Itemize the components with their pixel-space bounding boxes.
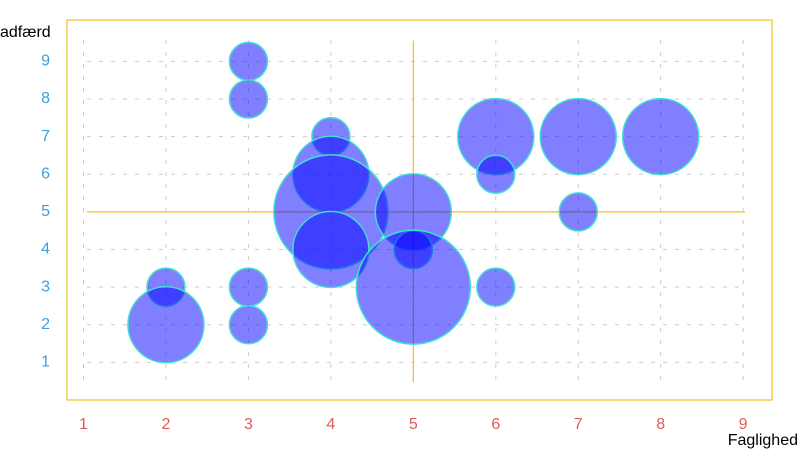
bubble [476,154,516,195]
bubble [228,267,269,307]
plot-frame [66,19,773,401]
x-tick-label: 2 [161,416,170,433]
y-axis-label: adfærd [0,24,51,41]
bubble [621,97,700,176]
bubble [228,305,269,345]
y-tick-label: 6 [41,165,50,182]
bubble [228,41,269,82]
bubble [228,79,269,119]
x-tick-label: 7 [574,416,583,433]
bubble [558,192,598,232]
y-tick-label: 7 [41,128,50,145]
x-tick-label: 1 [79,416,88,433]
bubble [355,229,472,345]
y-tick-label: 1 [41,354,50,371]
bubble [539,97,617,176]
bubble [127,286,205,364]
x-tick-label: 5 [409,416,418,433]
bubble [292,210,370,289]
x-axis-label: Faglighed [728,432,798,449]
y-tick-label: 5 [41,203,50,220]
y-tick-label: 3 [41,278,50,295]
x-tick-label: 6 [491,416,500,433]
x-tick-label: 3 [244,416,253,433]
x-tick-label: 4 [326,416,335,433]
y-tick-label: 4 [41,241,50,258]
y-tick-label: 9 [41,53,50,70]
y-tick-label: 8 [41,90,50,107]
y-tick-label: 2 [41,316,50,333]
x-tick-label: 8 [656,416,665,433]
bubble [476,267,516,307]
x-tick-label: 9 [739,416,748,433]
